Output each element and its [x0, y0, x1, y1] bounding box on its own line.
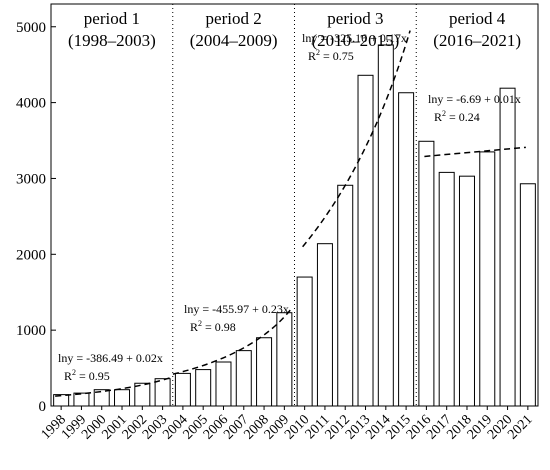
- bar: [357, 74, 374, 407]
- trend-equation: lny = -386.49 + 0.02x: [58, 351, 163, 365]
- trend-equation: lny = -455.97 + 0.23x: [184, 302, 289, 316]
- bar: [479, 151, 496, 407]
- r-squared: R2 = 0.98: [190, 319, 236, 334]
- x-tick-label: 2021: [505, 412, 535, 442]
- r-squared: R2 = 0.95: [64, 368, 110, 383]
- bar: [398, 92, 415, 407]
- period-range: (1998–2003): [68, 31, 156, 50]
- bar: [154, 378, 171, 407]
- trend-equation: lny = -6.69 + 0.01x: [428, 92, 521, 106]
- period-range: (2016–2021): [433, 31, 521, 50]
- period-title: period 3: [327, 9, 383, 28]
- bar: [337, 184, 354, 407]
- bar: [174, 372, 191, 407]
- y-tick-label: 2000: [16, 247, 46, 263]
- period-title: period 4: [449, 9, 506, 28]
- bar: [499, 87, 516, 407]
- bar: [418, 140, 435, 407]
- bar: [215, 361, 232, 407]
- bar: [438, 171, 455, 407]
- y-tick-label: 3000: [16, 171, 46, 187]
- y-tick-label: 5000: [16, 20, 46, 36]
- trend-line: [424, 146, 526, 158]
- trend-equation: lny = -325.16 + 0.17x: [302, 31, 407, 45]
- bar: [458, 175, 475, 407]
- bar: [114, 389, 131, 407]
- bar: [235, 350, 252, 407]
- trend-line: [302, 30, 411, 248]
- y-tick-label: 1000: [16, 323, 46, 339]
- bar: [276, 312, 293, 407]
- bar: [256, 337, 273, 407]
- bar: [316, 243, 333, 407]
- r-squared: R2 = 0.75: [308, 48, 354, 63]
- bar: [519, 183, 536, 407]
- y-tick-label: 0: [39, 399, 47, 415]
- bar: [296, 276, 313, 407]
- y-tick-label: 4000: [16, 96, 46, 112]
- period-range: (2004–2009): [190, 31, 278, 50]
- trend-line: [55, 376, 171, 397]
- period-title: period 1: [84, 9, 140, 28]
- r-squared: R2 = 0.24: [434, 109, 480, 124]
- period-range: (2010–2015): [311, 31, 399, 50]
- bar: [195, 369, 212, 407]
- period-title: period 2: [206, 9, 262, 28]
- trend-line: [172, 306, 293, 375]
